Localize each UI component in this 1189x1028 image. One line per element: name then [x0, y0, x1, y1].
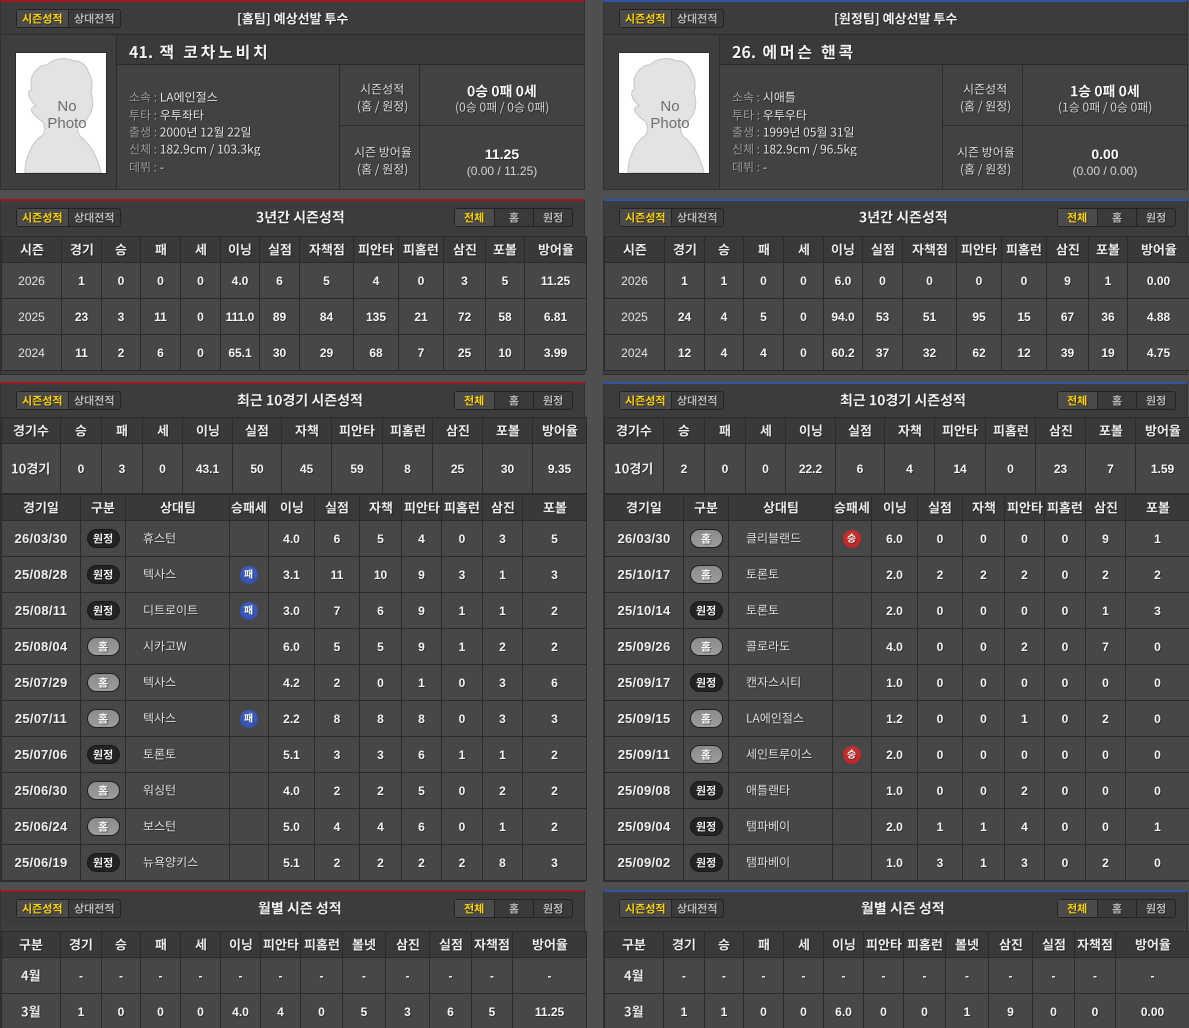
svg-text:Photo: Photo — [47, 115, 86, 132]
svg-text:Photo: Photo — [650, 115, 689, 132]
svg-text:No: No — [660, 98, 679, 115]
svg-text:No: No — [57, 98, 76, 115]
